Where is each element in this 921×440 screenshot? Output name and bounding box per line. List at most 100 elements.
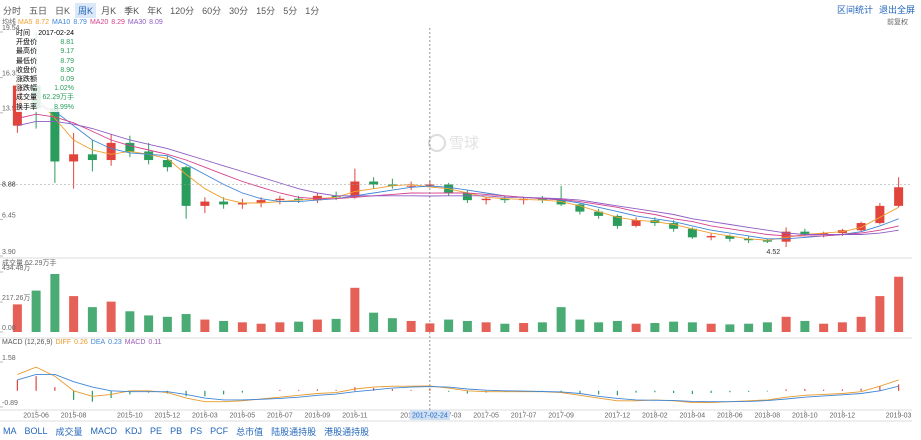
period-tab[interactable]: 5分 (283, 5, 298, 16)
period-tab[interactable]: 五日 (29, 5, 48, 16)
candle-body (181, 167, 191, 206)
candle-body (200, 201, 210, 206)
volume-bar (275, 322, 285, 332)
x-tick-label: 2018-12 (830, 412, 856, 419)
x-tick-label: 2018-10 (792, 412, 818, 419)
volume-bar (519, 323, 529, 332)
indicator-tab[interactable]: MACD (90, 426, 118, 436)
crosshair-y-label: 8.88 (2, 182, 16, 189)
candle-body (125, 142, 135, 152)
x-tick-label: 2017-05 (473, 412, 499, 419)
volume-bar (237, 322, 247, 332)
candle-body (687, 228, 697, 238)
y-tick-label: 13.9 (2, 106, 16, 113)
ma-line (17, 96, 899, 241)
legend-text: 8.09 (149, 19, 163, 26)
candle-body (219, 201, 229, 205)
candle-body (706, 235, 716, 238)
indicator-tab[interactable]: MA (3, 426, 17, 436)
y-tick-label: -0.89 (2, 400, 18, 407)
x-tick-label: 2018-02 (642, 412, 668, 419)
indicator-tab[interactable]: PE (150, 426, 163, 436)
volume-bar (350, 287, 360, 332)
indicator-tab[interactable]: KDJ (125, 426, 143, 436)
candle-body (800, 231, 810, 235)
candle-body (875, 205, 885, 224)
candle-body (162, 160, 172, 168)
indicator-tab[interactable]: 陆股通持股 (271, 426, 317, 437)
period-tab[interactable]: 周K (75, 2, 97, 18)
low-label: 4.52 (767, 249, 781, 256)
volume-bar (500, 323, 510, 332)
candle-body (781, 231, 791, 242)
volume-bar (800, 320, 810, 332)
period-tab[interactable]: 日K (55, 5, 71, 16)
volume-bar (594, 322, 604, 332)
period-tab[interactable]: 30分 (229, 5, 249, 16)
candle-body (312, 195, 322, 201)
volume-bar (50, 273, 60, 332)
volume-bar (387, 318, 397, 332)
x-tick-label: 2017-12 (605, 412, 631, 419)
period-tab[interactable]: 月K (101, 5, 117, 16)
indicator-tab[interactable]: BOLL (24, 426, 48, 436)
indicator-tab[interactable]: 港股通持股 (324, 426, 370, 437)
period-tab[interactable]: 15分 (256, 5, 276, 16)
y-tick-label: 16.36 (2, 70, 20, 77)
ma-title: 均线 (2, 17, 16, 26)
y-tick-label: 1.58 (2, 355, 16, 362)
candle-body (594, 211, 604, 216)
legend-text: 0.23 (108, 339, 122, 346)
x-tick-label: 2016-09 (305, 412, 331, 419)
period-tab[interactable]: 年K (147, 5, 163, 16)
y-tick-label: 6.45 (2, 212, 16, 219)
candle-body (256, 200, 266, 204)
tooltip-row: 成交量 62.29万手 (16, 93, 74, 102)
indicator-tab[interactable]: 成交量 (55, 426, 83, 437)
adjust-label[interactable]: 前复权 (887, 17, 908, 26)
indicator-tab[interactable]: PB (170, 426, 183, 436)
indicator-tab[interactable]: 总市值 (236, 426, 264, 437)
period-tab[interactable]: 1分 (305, 5, 320, 16)
tooltip-row: 涨跌幅 1.02% (16, 84, 74, 93)
period-tab[interactable]: 60分 (202, 5, 222, 16)
period-tabs: 分时 五日 日K 周K 月K 季K 年K 120分 60分 30分 15分 5分 1分 (0, 2, 324, 18)
period-tab[interactable]: 季K (124, 5, 140, 16)
indicator-tab[interactable]: PCF (210, 426, 229, 436)
watermark: 雪球 (449, 135, 479, 152)
volume-bar (819, 323, 829, 332)
crosshair-x-label: 2017-02-24 (412, 412, 448, 419)
tooltip-label: 收盘价 (16, 66, 37, 74)
period-tab[interactable]: 120分 (170, 5, 195, 16)
candle-body (669, 223, 679, 229)
tooltip-row: 换手率 8.99% (16, 103, 74, 112)
candle-body (462, 192, 472, 201)
tooltip-value: 1.02% (54, 85, 74, 93)
legend-text: 0.26 (74, 339, 88, 346)
x-tick-label: 2016-03 (192, 412, 218, 419)
volume-bar (631, 323, 641, 332)
volume-bar (762, 322, 772, 332)
volume-bar (31, 290, 41, 332)
ma-line (17, 113, 899, 237)
macd-line (17, 366, 899, 404)
tooltip-row: 最低价 8.79 (16, 57, 74, 66)
indicator-tab[interactable]: PS (190, 426, 203, 436)
x-tick-label: 2017-07 (511, 412, 537, 419)
x-tick-label: 2016-05 (230, 412, 256, 419)
period-tab[interactable]: 分时 (3, 5, 22, 16)
candle-body (481, 198, 491, 201)
toolbar-link[interactable]: 区间统计 (836, 5, 873, 15)
tooltip-label: 成交量 (16, 94, 37, 102)
tooltip-label: 时间 (16, 30, 30, 37)
candle-body (106, 142, 116, 161)
toolbar-link[interactable]: 退出全屏 (878, 5, 915, 15)
legend-text: MACD (125, 339, 146, 346)
tooltip-label: 最低价 (16, 57, 37, 65)
candle-body (369, 181, 379, 185)
candle-body (406, 185, 416, 187)
legend-text: MA5 (18, 19, 33, 26)
candle-body (894, 187, 904, 206)
